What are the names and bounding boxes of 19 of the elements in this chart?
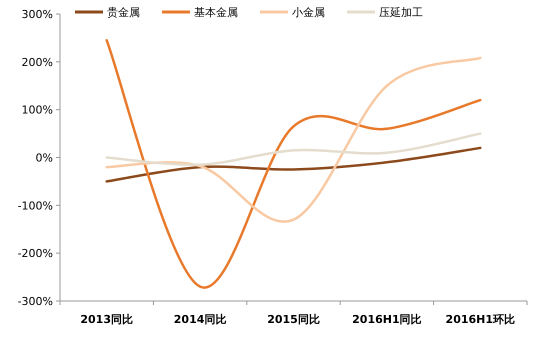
y-tick-label: -200%	[18, 247, 53, 260]
y-tick-label: 0%	[36, 152, 53, 164]
y-tick-label: -100%	[18, 199, 53, 212]
legend-label: 小金属	[292, 6, 325, 19]
legend-label: 贵金属	[107, 6, 140, 19]
x-tick-label: 2013同比	[80, 313, 134, 326]
x-tick-label: 2016H1同比	[352, 313, 422, 326]
y-tick-label: 100%	[22, 104, 53, 117]
y-tick-label: 300%	[22, 8, 53, 21]
x-tick-label: 2016H1环比	[446, 313, 516, 326]
y-tick-label: 200%	[22, 56, 53, 69]
line-series	[105, 132, 482, 166]
legend-label: 压延加工	[379, 6, 423, 19]
x-tick-label: 2014同比	[174, 313, 226, 326]
x-tick-label: 2015同比	[267, 313, 320, 326]
y-tick-label: -300%	[18, 295, 53, 308]
line-series	[105, 39, 482, 288]
line-series	[105, 146, 482, 183]
legend-label: 基本金属	[194, 6, 238, 19]
